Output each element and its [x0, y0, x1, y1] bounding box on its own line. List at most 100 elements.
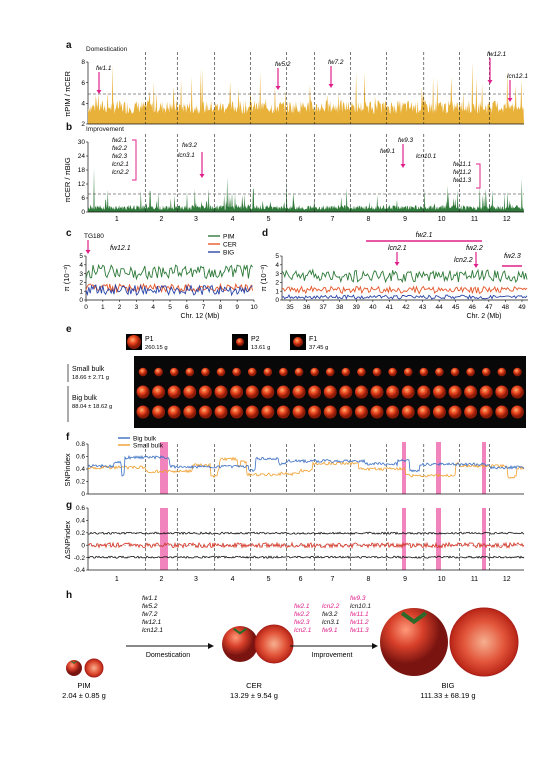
small-bulk-fruit: [310, 367, 319, 377]
panel-g-highlight-band: [482, 508, 486, 570]
panel-d-locus-label: fw2.2: [466, 245, 483, 252]
panel-a-locus-label: lcn12.1: [507, 73, 528, 80]
panel-d-x-tick-label: 44: [436, 304, 444, 311]
panel-g-y-tick-label: 0.4: [76, 518, 85, 525]
panel-d-x-tick-label: 39: [353, 304, 361, 311]
panel-c-x-tick-label: 4: [151, 304, 155, 311]
big-bulk-fruit: [261, 405, 275, 419]
panel-c-x-tick-label: 10: [250, 304, 258, 311]
panel-e-letter: e: [66, 324, 72, 335]
panel-f-y-tick-label: 0.8: [76, 441, 85, 448]
panel-b-chrom-label: 8: [367, 216, 371, 223]
panel-f-letter: f: [66, 432, 70, 443]
panel-d-x-tick-label: 45: [452, 304, 460, 311]
panel-d-x-tick-label: 35: [286, 304, 294, 311]
panel-b-chrom-label: 7: [331, 216, 335, 223]
big-bulk-fruit: [464, 385, 478, 399]
panel-c-x-tick-label: 9: [235, 304, 239, 311]
small-bulk-fruit: [279, 367, 288, 377]
panel-c-x-tick-label: 1: [101, 304, 105, 311]
big-bulk-fruit: [510, 405, 524, 419]
big-bulk-fruit: [183, 405, 197, 419]
panel-b-locus-label: fw3.2: [182, 142, 198, 149]
small-bulk-fruit: [201, 367, 210, 377]
panel-d-y-tick-label: 3: [275, 271, 279, 278]
panel-c-y-tick-label: 0: [79, 297, 83, 304]
small-bulk-fruit: [185, 367, 195, 377]
big-bulk-fruit: [495, 385, 509, 399]
big-bulk-fruit: [292, 405, 306, 419]
big-bulk-fruit: [245, 385, 259, 399]
panel-a-locus-label: fw5.2: [275, 61, 291, 68]
panel-c-legend-label: BIG: [223, 250, 234, 257]
big-bulk-fruit: [261, 385, 275, 399]
dom-locus-label: fw7.2: [142, 611, 158, 618]
panel-c-legend-label: CER: [223, 242, 237, 249]
small-bulk-fruit: [232, 367, 241, 377]
panel-b-y-tick-label: 24: [78, 153, 86, 160]
big-bulk-fruit: [448, 405, 462, 419]
panel-d-x-tick-label: 37: [320, 304, 328, 311]
small-bulk-fruit: [357, 367, 366, 377]
panel-b-locus-label: lcn2.1: [112, 161, 129, 168]
panel-a-locus-label: fw7.2: [328, 59, 344, 66]
stage-name: CER: [246, 681, 262, 690]
panel-a-locus-arrow-head: [328, 84, 334, 88]
panel-b-subtitle: Improvement: [86, 126, 124, 133]
panel-d-x-tick-label: 42: [402, 304, 410, 311]
imp-locus-label: fw11.2: [350, 619, 369, 626]
panel-g-chrom-label: 4: [231, 576, 235, 583]
big-bulk-fruit: [354, 385, 368, 399]
panel-d-y-label: π (10⁻³): [259, 264, 268, 292]
imp-locus-label: fw11.3: [350, 627, 369, 634]
pim-fruit-cut: [84, 658, 104, 678]
panel-c-y-tick-label: 4: [79, 262, 83, 269]
big-bulk-fruit: [167, 385, 181, 399]
parent-weight: 260.15 g: [145, 345, 168, 351]
panel-f-y-tick-label: 0.2: [76, 479, 85, 486]
panel-c-y-label: π (10⁻³): [62, 264, 71, 292]
panel-c-y-tick-label: 2: [79, 280, 83, 287]
panel-b-chrom-label: 6: [299, 216, 303, 223]
stage-weight: 2.04 ± 0.85 g: [62, 691, 106, 700]
dom-locus-label: fw12.1: [142, 619, 162, 626]
big-bulk-fruit: [401, 385, 415, 399]
panel-c-legend-label: PIM: [223, 234, 235, 241]
big-bulk-fruit: [230, 405, 244, 419]
big-bulk-fruit: [432, 385, 446, 399]
panel-b-chrom-label: 5: [267, 216, 271, 223]
big-bulk-fruit: [464, 405, 478, 419]
panel-d-x-tick-label: 43: [419, 304, 427, 311]
big-bulk-fruit: [495, 405, 509, 419]
big-bulk-fruit: [214, 385, 228, 399]
panel-g-y-tick-label: 0.6: [76, 505, 85, 512]
big-bulk-fruit: [479, 385, 493, 399]
imp-locus-label: lcn3.1: [322, 619, 340, 626]
big-bulk-fruit: [386, 405, 400, 419]
panel-g-chrom-label: 10: [438, 576, 446, 583]
imp-locus-label: fw2.1: [294, 603, 310, 610]
panel-d-locus-arrow-head: [394, 262, 400, 266]
big-bulk-fruit: [339, 405, 353, 419]
panel-d-series-big: [281, 293, 528, 300]
panel-b-y-tick-label: 0: [81, 209, 85, 216]
big-bulk-fruit: [308, 385, 322, 399]
parent-weight: 37.45 g: [309, 345, 328, 351]
cer-fruit-cut: [254, 624, 294, 664]
panel-g-y-tick-label: 0: [81, 542, 85, 549]
panel-g-y-label: ΔSNPindex: [63, 521, 72, 560]
big-bulk-fruit: [167, 405, 181, 419]
panel-b-locus-label: fw2.1: [112, 137, 127, 144]
panel-g-highlight-band: [160, 508, 168, 570]
panel-g-series-delta: [87, 541, 525, 550]
panel-a-chart: 2 4 6 8 πPIM / πCER fw1.1 fw5.2 fw7.2 fw12.1 lcn1…: [63, 51, 528, 128]
panel-b-chrom-label: 4: [231, 216, 235, 223]
big-bulk-fruit: [245, 405, 259, 419]
small-bulk-weight: 18.66 ± 2.71 g: [72, 375, 109, 381]
fruit-photo-panel: P1 260.15 g P2 13.61 g F1 37.45 g Small bulk 18…: [60, 330, 530, 430]
parent-name: P1: [145, 336, 154, 343]
big-bulk-fruit: [276, 385, 290, 399]
